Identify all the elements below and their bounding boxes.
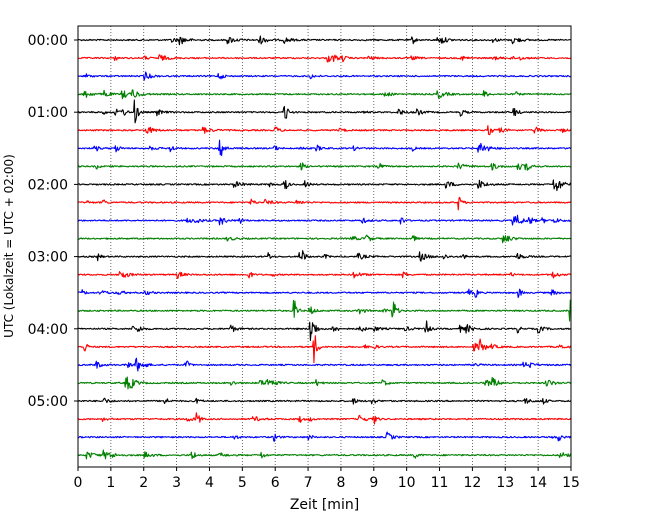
- y-tick-label: 00:00: [28, 33, 68, 49]
- trace-line: [77, 99, 572, 124]
- y-axis-ticks: 00:00 01:00 02:00 03:00 04:00 05:00: [28, 33, 78, 410]
- trace-line: [77, 234, 572, 244]
- trace-line: [77, 376, 572, 390]
- trace-line: [77, 89, 572, 100]
- trace-line: [77, 250, 572, 262]
- trace-line: [77, 71, 572, 81]
- x-tick-label: 10: [398, 475, 416, 491]
- trace-line: [77, 179, 572, 192]
- trace-line: [77, 139, 572, 157]
- trace-line: [77, 412, 572, 425]
- x-tick-label: 6: [271, 475, 280, 491]
- x-tick-label: 0: [74, 475, 83, 491]
- trace-line: [77, 397, 572, 405]
- x-tick-label: 11: [431, 475, 449, 491]
- trace-line: [77, 125, 572, 136]
- x-tick-label: 15: [562, 475, 580, 491]
- trace-line: [77, 162, 572, 171]
- plot-frame: [77, 25, 572, 468]
- x-tick-label: 4: [205, 475, 214, 491]
- x-axis-label: Zeit [min]: [290, 497, 359, 513]
- trace-line: [77, 288, 572, 299]
- x-tick-label: 12: [463, 475, 481, 491]
- x-tick-label: 3: [172, 475, 181, 491]
- trace-line: [77, 335, 572, 364]
- trace-line: [77, 320, 572, 341]
- trace-line: [77, 449, 572, 460]
- trace-line: [77, 299, 572, 322]
- x-tick-label: 5: [238, 475, 247, 491]
- trace-line: [77, 271, 572, 279]
- x-tick-label: 1: [106, 475, 115, 491]
- trace-line: [77, 35, 572, 46]
- y-tick-label: 01:00: [28, 105, 68, 121]
- y-tick-label: 03:00: [28, 250, 68, 266]
- x-tick-label: 8: [336, 475, 345, 491]
- x-tick-label: 2: [139, 475, 148, 491]
- trace-line: [77, 357, 572, 372]
- x-tick-label: 14: [529, 475, 547, 491]
- y-tick-label: 04:00: [28, 322, 68, 338]
- trace-line: [77, 431, 572, 442]
- trace-line: [77, 196, 572, 211]
- y-tick-label: 05:00: [28, 394, 68, 410]
- y-axis-label: UTC (Lokalzeit = UTC + 02:00): [2, 154, 16, 338]
- y-tick-label: 02:00: [28, 177, 68, 193]
- x-tick-label: 9: [369, 475, 378, 491]
- x-axis-ticks: 0 1 2 3 4 5 6 7 8 9 10 11 12 13 14 15: [74, 467, 580, 491]
- trace-line: [77, 54, 572, 63]
- x-tick-label: 7: [304, 475, 313, 491]
- seismogram-traces: [77, 35, 572, 460]
- x-tick-label: 13: [496, 475, 514, 491]
- trace-line: [77, 214, 572, 226]
